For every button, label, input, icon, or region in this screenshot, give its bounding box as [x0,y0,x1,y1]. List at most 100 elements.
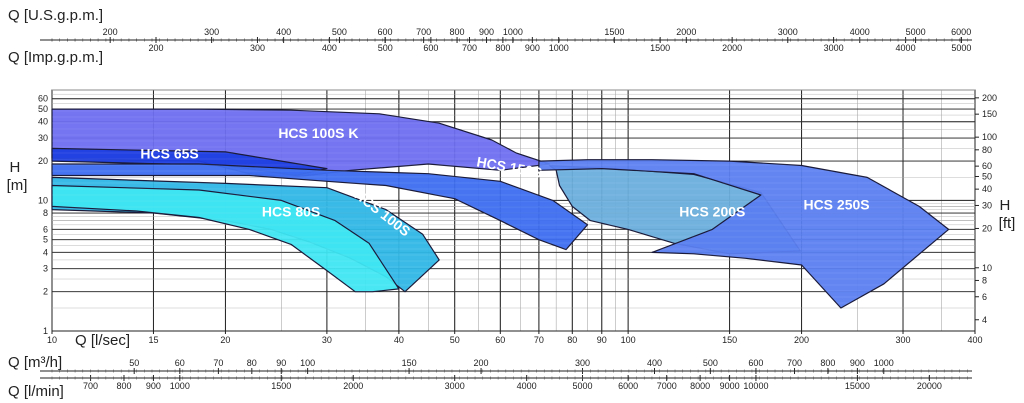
region-texture-hcs-150s [52,164,588,250]
axis-usgpm-tick-label: 2000 [676,27,696,37]
axis-m3h-tick-label: 150 [402,358,417,368]
top-axis-title-impgpm: Q [Imp.g.p.m.] [8,49,103,66]
y-right-tick-label: 200 [982,93,997,103]
axis-m3h-tick-label: 800 [820,358,835,368]
axis-lmin-tick-label: 700 [83,381,98,391]
x-tick-label: 200 [794,335,809,345]
axis-impgpm-tick-label: 800 [495,43,510,53]
axis-impgpm-tick-label: 500 [378,43,393,53]
axis-impgpm-tick-label: 5000 [951,43,971,53]
x-tick-label: 70 [534,335,544,345]
axis-impgpm-tick-label: 2000 [722,43,742,53]
axis-impgpm-tick-label: 4000 [896,43,916,53]
y-right-tick-label: 60 [982,161,992,171]
axis-m3h-tick-label: 80 [247,358,257,368]
y-tick-label: 10 [38,195,48,205]
y-right-tick-label: 20 [982,223,992,233]
y-tick-label: 6 [43,224,48,234]
x-tick-label: 100 [621,335,636,345]
axis-usgpm-tick-label: 6000 [951,27,971,37]
axis-impgpm-tick-label: 3000 [824,43,844,53]
axis-impgpm-tick-label: 300 [250,43,265,53]
axis-usgpm-tick-label: 400 [276,27,291,37]
axis-impgpm-tick-label: 200 [148,43,163,53]
axis-lmin-tick-label: 2000 [343,381,363,391]
y-tick-label: 20 [38,156,48,166]
axis-usgpm-tick-label: 3000 [778,27,798,37]
y-right-tick-label: 150 [982,109,997,119]
axis-lmin-tick-label: 3000 [445,381,465,391]
axis-lmin-tick-label: 20000 [917,381,942,391]
y-right-tick-label: 50 [982,171,992,181]
axis-m3h-tick-label: 60 [175,358,185,368]
y-tick-label: 30 [38,133,48,143]
axis-usgpm-tick-label: 600 [378,27,393,37]
region-label-hcs-100s-k: HCS 100S K [278,125,358,141]
y-right-tick-label: 30 [982,200,992,210]
x-tick-label: 80 [567,335,577,345]
axis-usgpm-tick-label: 800 [450,27,465,37]
axis-lmin-tick-label: 800 [116,381,131,391]
axis-m3h-tick-label: 200 [474,358,489,368]
axis-usgpm-tick-label: 4000 [850,27,870,37]
y-tick-label: 1 [43,326,48,336]
axis-m3h-tick-label: 50 [129,358,139,368]
y-axis-title-left: H [m] [7,159,28,194]
axis-lmin-tick-label: 1500 [271,381,291,391]
region-label-hcs-200s: HCS 200S [679,204,745,220]
axis-impgpm-tick-label: 1500 [650,43,670,53]
axis-m3h-tick-label: 900 [850,358,865,368]
axis-m3h-tick-label: 500 [703,358,718,368]
axis-lmin-tick-label: 9000 [720,381,740,391]
y-tick-label: 8 [43,208,48,218]
x-axis-title: Q [l/sec] [75,332,130,349]
top-axis-title-usgpm: Q [U.S.g.p.m.] [8,7,103,24]
region-label-hcs-250s: HCS 250S [803,197,869,213]
x-tick-label: 300 [896,335,911,345]
axis-lmin-tick-label: 15000 [845,381,870,391]
axis-usgpm-tick-label: 900 [479,27,494,37]
x-tick-label: 400 [967,335,982,345]
y-tick-label: 50 [38,104,48,114]
axis-usgpm-tick-label: 5000 [906,27,926,37]
y-right-tick-label: 100 [982,132,997,142]
axis-lmin-tick-label: 8000 [690,381,710,391]
x-tick-label: 30 [322,335,332,345]
x-tick-label: 50 [450,335,460,345]
axis-usgpm-tick-label: 1500 [604,27,624,37]
y-right-tick-label: 8 [982,275,987,285]
y-right-tick-label: 80 [982,145,992,155]
region-label-hcs-65s: HCS 65S [140,145,198,161]
region-label-hcs-80s: HCS 80S [262,204,320,220]
axis-impgpm-tick-label: 400 [322,43,337,53]
axis-usgpm-tick-label: 300 [204,27,219,37]
axis-lmin-tick-label: 7000 [657,381,677,391]
bottom-axis-title-m3h: Q [m³/h] [8,354,62,371]
axis-lmin-tick-label: 900 [146,381,161,391]
region-texture-hcs-250s [538,159,949,308]
y-tick-label: 60 [38,94,48,104]
axis-impgpm-tick-label: 1000 [549,43,569,53]
axis-m3h-tick-label: 400 [647,358,662,368]
y-right-tick-label: 10 [982,263,992,273]
axis-m3h-tick-label: 1000 [874,358,894,368]
x-tick-label: 40 [394,335,404,345]
x-tick-label: 15 [148,335,158,345]
x-tick-label: 90 [597,335,607,345]
y-right-tick-label: 40 [982,184,992,194]
axis-usgpm-tick-label: 200 [103,27,118,37]
x-tick-label: 150 [722,335,737,345]
y-right-tick-label: 4 [982,315,987,325]
axis-lmin-tick-label: 1000 [170,381,190,391]
y-right-tick-label: 6 [982,292,987,302]
axis-usgpm-tick-label: 700 [416,27,431,37]
x-tick-label: 60 [495,335,505,345]
axis-impgpm-tick-label: 600 [423,43,438,53]
axis-lmin-tick-label: 5000 [572,381,592,391]
axis-usgpm-tick-label: 500 [332,27,347,37]
axis-m3h-tick-label: 300 [575,358,590,368]
y-tick-label: 4 [43,247,48,257]
y-tick-label: 40 [38,117,48,127]
